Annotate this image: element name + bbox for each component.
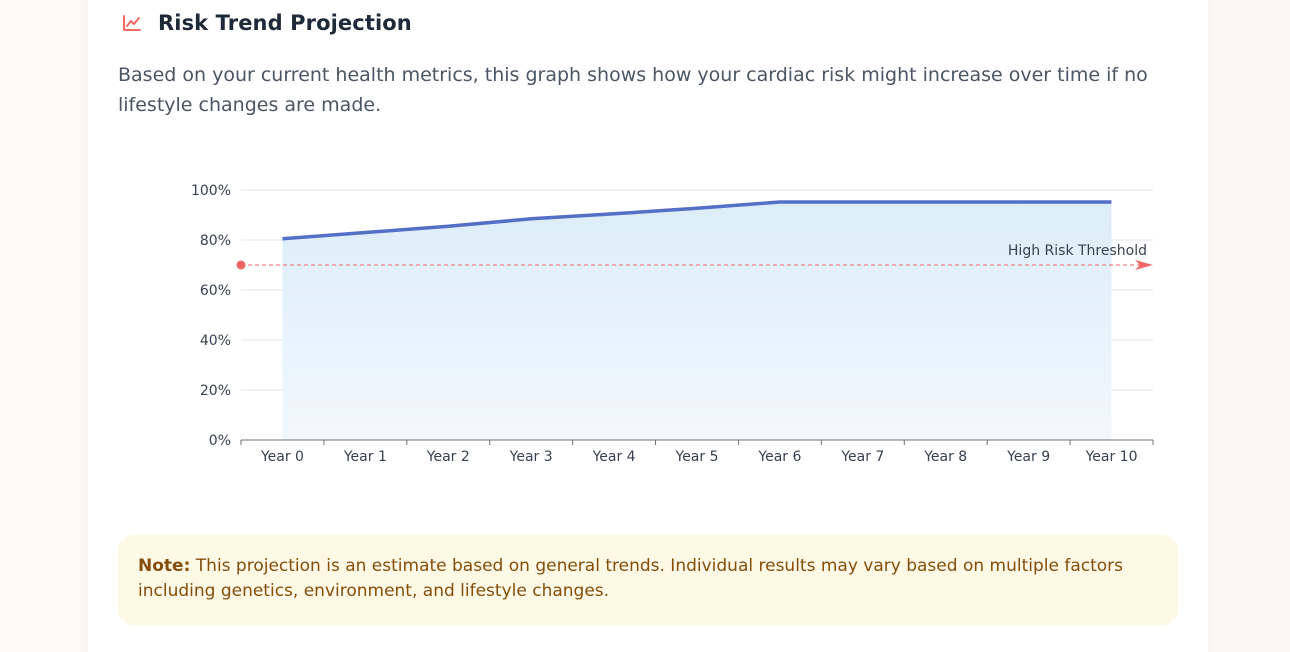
chart-description: Based on your current health metrics, th… [118, 64, 1148, 116]
note-text: This projection is an estimate based on … [138, 556, 1124, 601]
trending-up-icon [122, 13, 142, 33]
section-header: Risk Trend Projection [122, 8, 412, 38]
section-title: Risk Trend Projection [158, 11, 412, 35]
projection-note: Note: This projection is an estimate bas… [118, 535, 1178, 625]
note-label: Note: [138, 556, 191, 576]
